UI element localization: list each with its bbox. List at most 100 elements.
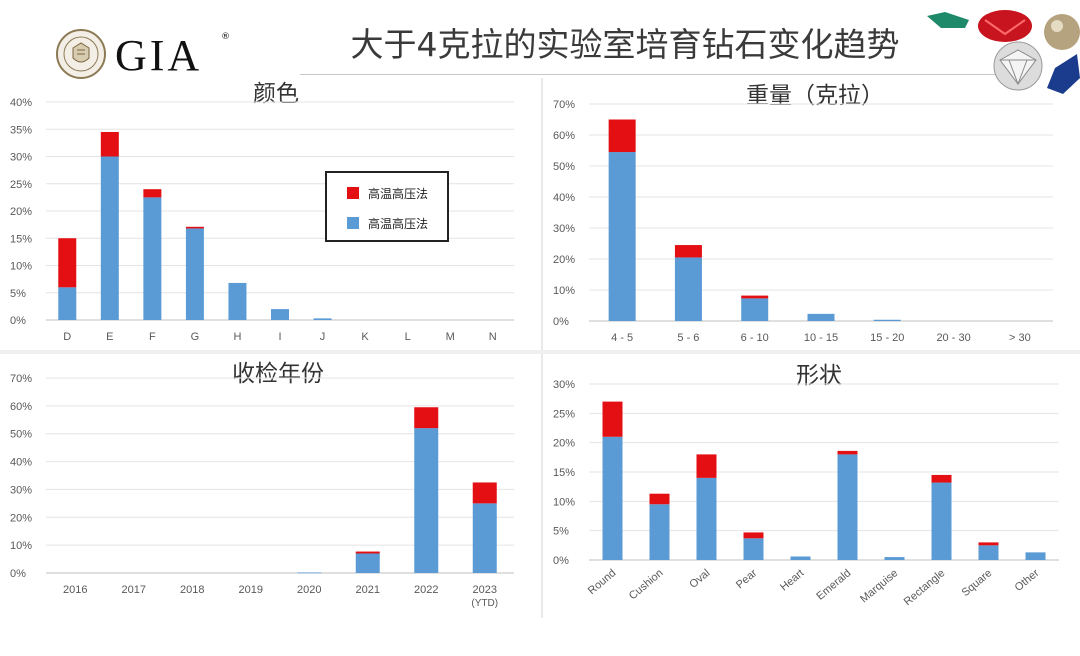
x-tick-label: Cushion xyxy=(627,567,666,602)
page-title: 大于4克拉的实验室培育钻石变化趋势 xyxy=(350,25,900,64)
x-tick-label: 2016 xyxy=(63,584,87,596)
chart-title: 形状 xyxy=(796,363,842,389)
y-tick-label: 10% xyxy=(10,261,32,273)
gia-logo: GIA ® xyxy=(55,28,235,80)
x-tick-label: D xyxy=(63,331,71,343)
y-tick-label: 10% xyxy=(553,285,575,297)
emerald-gem-icon xyxy=(927,12,969,28)
x-tick-label: > 30 xyxy=(1009,332,1031,344)
chart-title: 重量（克拉） xyxy=(746,83,884,109)
bar-segment-red xyxy=(741,295,769,299)
ruby-gem-icon xyxy=(978,10,1032,42)
x-tick-label: 5 - 6 xyxy=(677,332,699,344)
shape-chart: 0% 5% 10% 15% 20% 25% 30% Round Cushion Oval Pear H… xyxy=(553,379,1059,608)
y-tick-label: 40% xyxy=(10,97,32,109)
y-tick-label: 0% xyxy=(10,315,26,327)
y-tick-label: 60% xyxy=(553,130,575,142)
y-tick-label: 5% xyxy=(10,288,26,300)
x-tick-label: 10 - 15 xyxy=(804,332,838,344)
chart-title: 颜色 xyxy=(253,81,299,107)
y-tick-label: 30% xyxy=(553,379,575,391)
x-tick-label: Other xyxy=(1013,567,1042,594)
bar-segment-blue xyxy=(313,318,332,320)
x-tick-label: Oval xyxy=(687,567,712,591)
bar-segment-blue xyxy=(978,545,999,560)
x-tick-label: L xyxy=(405,331,411,343)
color-chart: 0% 5% 10% 15% 20% 25% 30% 35% 40% D E F G H I J K L M N xyxy=(10,97,514,343)
bar-segment-red xyxy=(143,189,162,198)
bar-segment-red xyxy=(608,119,636,153)
x-tick-label: J xyxy=(320,331,326,343)
vertical-divider xyxy=(541,78,543,618)
title-underline xyxy=(300,74,1020,75)
bar-segment-red xyxy=(649,493,670,505)
year-chart: 0% 10% 20% 30% 40% 50% 60% 70% 2016 2017 2018 2019 2… xyxy=(10,373,514,609)
x-tick-label: Pear xyxy=(734,567,760,591)
bar-segment-red xyxy=(355,551,380,554)
bar-segment-red xyxy=(696,454,717,478)
bar-segment-red xyxy=(414,407,439,429)
bar-segment-blue xyxy=(608,152,636,321)
y-tick-label: 25% xyxy=(553,408,575,420)
x-tick-label: 20 - 30 xyxy=(936,332,970,344)
bar-segment-blue xyxy=(185,228,204,320)
x-tick-label: F xyxy=(149,331,156,343)
y-tick-label: 20% xyxy=(10,512,32,524)
x-tick-label: K xyxy=(361,331,369,343)
legend-swatch-blue xyxy=(347,217,359,229)
y-tick-label: 10% xyxy=(10,540,32,552)
shape-chart-panel: 形状 0% 5% 10% 15% 20% 25% 30% Round Cushion Oval Pe… xyxy=(543,354,1080,626)
gia-seal-icon xyxy=(56,29,106,79)
bar-segment-blue xyxy=(837,454,858,560)
bar-segment-blue xyxy=(696,477,717,560)
y-tick-label: 30% xyxy=(10,484,32,496)
y-tick-label: 40% xyxy=(10,457,32,469)
y-tick-label: 35% xyxy=(10,124,32,136)
x-tick-label: Square xyxy=(960,567,995,599)
bar-segment-red xyxy=(743,532,764,539)
bar-segment-red xyxy=(931,474,952,483)
sapphire-gem-icon xyxy=(1047,54,1080,94)
weight-chart-panel: 重量（克拉） 0% 10% 20% 30% 40% 50% 60% 70% 4 - 5 5 - 6… xyxy=(543,78,1080,350)
x-tick-label: Marquise xyxy=(858,567,900,605)
y-tick-label: 10% xyxy=(553,496,575,508)
header: GIA ® 大于4克拉的实验室培育钻石变化趋势 xyxy=(0,0,1080,94)
bar-segment-blue xyxy=(741,298,769,321)
bar-segment-blue xyxy=(228,282,247,320)
x-tick-label: Rectangle xyxy=(902,567,948,608)
bar-segment-red xyxy=(100,131,119,157)
bar-segment-blue xyxy=(58,287,77,320)
x-tick-label: 2023 xyxy=(473,584,497,596)
legend-label: 高温高压法 xyxy=(368,187,429,201)
y-tick-label: 25% xyxy=(10,179,32,191)
x-tick-label: 2017 xyxy=(122,584,146,596)
x-tick-label: Heart xyxy=(778,567,806,593)
x-tick-label: I xyxy=(278,331,281,343)
x-tick-label: 2021 xyxy=(356,584,380,596)
x-tick-label: N xyxy=(489,331,497,343)
bar-segment-red xyxy=(837,450,858,455)
bar-segment-blue xyxy=(674,257,702,321)
bar-segment-blue xyxy=(297,572,322,574)
bar-segment-blue xyxy=(743,538,764,560)
gems-decoration xyxy=(927,10,1080,94)
y-tick-label: 70% xyxy=(10,373,32,385)
bar-segment-blue xyxy=(143,197,162,320)
bar-segment-blue xyxy=(1025,552,1046,560)
bar-segment-blue xyxy=(790,556,811,560)
bar-segment-blue xyxy=(807,313,835,321)
y-tick-label: 50% xyxy=(553,161,575,173)
y-tick-label: 15% xyxy=(553,467,575,479)
logo-text: GIA xyxy=(115,31,203,80)
y-tick-label: 20% xyxy=(10,206,32,218)
bar-segment-red xyxy=(185,226,204,229)
x-tick-label: 2020 xyxy=(297,584,321,596)
legend-label: 高温高压法 xyxy=(368,217,429,231)
y-tick-label: 20% xyxy=(553,254,575,266)
bar-segment-blue xyxy=(271,309,289,320)
x-tick-label: Round xyxy=(586,567,619,597)
x-tick-label: G xyxy=(191,331,200,343)
bar-segment-blue xyxy=(100,156,119,320)
y-tick-label: 30% xyxy=(10,152,32,164)
x-tick-label: M xyxy=(446,331,455,343)
